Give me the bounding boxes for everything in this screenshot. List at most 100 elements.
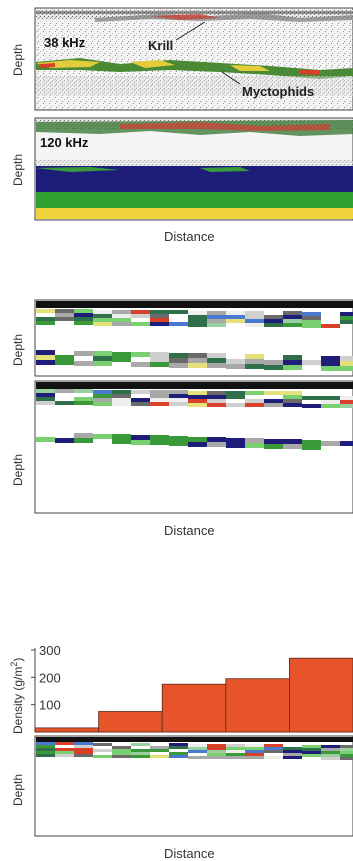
echo-cell <box>302 312 321 316</box>
echo-cell <box>283 323 302 327</box>
echo-cell <box>321 400 340 404</box>
echo-cell <box>112 394 131 398</box>
echo-cell <box>93 310 112 314</box>
echo-cell <box>283 444 302 449</box>
echo-cell <box>245 443 264 448</box>
echo-cell <box>302 320 321 324</box>
echo-cell <box>169 358 188 363</box>
echo-cell <box>226 443 245 448</box>
echo-cell <box>226 744 245 747</box>
echo-cell <box>55 317 74 321</box>
echo-cell <box>131 402 150 406</box>
echo-cell <box>131 322 150 326</box>
echo-cell <box>283 439 302 444</box>
echo-cell <box>188 315 207 319</box>
echo-cell <box>36 754 55 757</box>
echo-cell <box>264 747 283 750</box>
echo-cell <box>169 398 188 402</box>
echo-cell <box>302 360 321 365</box>
echo-cell <box>264 444 283 449</box>
echo-cell <box>188 395 207 399</box>
echo-cell <box>112 434 131 439</box>
label-120khz: 120 kHz <box>40 135 89 150</box>
echo-cell <box>188 323 207 327</box>
echo-cell <box>245 391 264 395</box>
echo-cell <box>283 756 302 759</box>
echo-cell <box>36 389 55 393</box>
density-ylabel: Density (g/m2) <box>9 658 25 734</box>
panel-a-xlabel: Distance <box>164 229 215 244</box>
echo-cell <box>283 403 302 407</box>
echo-cell <box>188 437 207 442</box>
echo-cell <box>74 745 93 748</box>
density-bar <box>288 657 353 733</box>
density-chart: 100 200 300 <box>31 643 353 733</box>
echo-cell <box>226 403 245 407</box>
echo-cell <box>36 751 55 754</box>
panel-c-depth-label: Depth <box>11 774 25 806</box>
echo-cell <box>150 310 169 314</box>
echo-cell <box>283 311 302 315</box>
echo-cell <box>226 438 245 443</box>
echo-cell <box>283 355 302 360</box>
echo-cell <box>150 435 169 440</box>
panel-c-xlabel: Distance <box>164 846 215 861</box>
echo-cell <box>340 757 353 760</box>
density-tick-label: 100 <box>39 698 61 713</box>
echo-cell <box>207 750 226 753</box>
echo-cell <box>340 754 353 757</box>
echo-cell <box>302 440 321 445</box>
panel-b-xlabel: Distance <box>164 523 215 538</box>
echo-cell <box>74 754 93 757</box>
krill-annotation: Krill <box>148 21 206 53</box>
echo-cell <box>188 358 207 363</box>
echo-cell <box>112 749 131 752</box>
echo-cell <box>321 745 340 748</box>
echo-cell <box>74 433 93 438</box>
echo-cell <box>245 359 264 364</box>
density-tick-label: 300 <box>39 643 61 658</box>
echo-cell <box>226 753 245 756</box>
echo-cell <box>283 365 302 370</box>
echo-cell <box>36 745 55 748</box>
echo-cell <box>55 742 74 745</box>
echo-cell <box>226 395 245 399</box>
echo-cell <box>112 439 131 444</box>
echo-cell <box>340 396 353 400</box>
echo-cell <box>207 399 226 403</box>
echo-cell <box>93 755 112 758</box>
echo-cell <box>169 441 188 446</box>
echo-cell <box>245 364 264 369</box>
echo-cell <box>55 438 74 443</box>
echo-cell <box>226 756 245 759</box>
echo-cell <box>150 749 169 752</box>
panel-b-depth-label-bottom: Depth <box>11 454 25 486</box>
echo-cell <box>93 390 112 394</box>
echo-cell <box>169 363 188 368</box>
echo-cell <box>36 401 55 405</box>
echo-cell <box>131 314 150 318</box>
echo-cell <box>340 356 353 361</box>
echo-cell <box>150 352 169 357</box>
echo-cell <box>226 315 245 319</box>
echo-cell <box>36 317 55 321</box>
echo-cell <box>283 391 302 395</box>
echo-cell <box>36 437 55 442</box>
echo-cell <box>74 309 93 313</box>
panel-a-depth-label-bottom: Depth <box>11 154 25 186</box>
echo-cell <box>93 743 112 746</box>
classified-echogram-bottom <box>34 380 353 514</box>
echo-cell <box>340 748 353 751</box>
echo-cell <box>226 391 245 395</box>
echo-cell <box>264 391 283 395</box>
echo-cell <box>112 752 131 755</box>
echo-cell <box>245 750 264 753</box>
echo-cell <box>321 751 340 754</box>
echo-cell <box>245 354 264 359</box>
echo-cell <box>112 352 131 357</box>
echo-cell <box>207 323 226 327</box>
echo-cell <box>131 752 150 755</box>
echo-cell <box>207 747 226 750</box>
echo-cell <box>74 317 93 321</box>
echo-cell <box>264 360 283 365</box>
